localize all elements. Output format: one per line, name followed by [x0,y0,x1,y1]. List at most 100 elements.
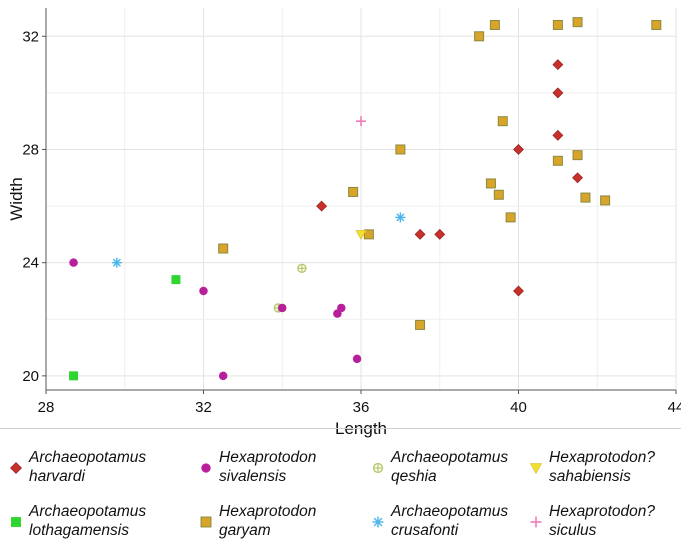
data-point [474,31,485,42]
legend-item: Hexaprotodon? siculus [528,502,681,548]
legend-item: Hexaprotodon? sahabiensis [528,448,681,494]
series-1 [69,275,181,381]
tick-labels: 28 32 36 40 44 20 24 28 32 [22,28,681,416]
data-point [355,230,367,240]
legend-label-line: lothagamensis [29,522,129,539]
legend-label-line: Archaeopotamus [29,449,147,466]
legend-label-line: qeshia [391,468,437,485]
x-tick-label: 28 [38,399,55,416]
data-point [485,178,496,189]
data-point [572,150,583,161]
legend-marker [201,463,211,473]
series-7 [356,116,366,127]
legend-label-line: harvardi [29,468,85,485]
data-point [513,285,524,297]
data-point [69,258,78,267]
data-point [278,303,287,313]
legend-item: Archaeopotamus crusafonti [370,502,535,548]
series-2 [273,263,307,313]
data-point [395,212,406,223]
legend-label: Hexaprotodon sivalensis [219,448,359,486]
data-point [352,354,362,364]
legend-symbol [200,516,212,528]
data-point [111,257,122,268]
series-4 [69,258,362,381]
data-point [552,129,564,141]
legend-marker [529,463,543,475]
data-points [69,17,662,381]
data-point [297,263,307,274]
data-point [218,371,228,381]
y-axis-title: Width [7,177,26,220]
data-point [600,195,611,206]
legend-symbol [530,516,542,528]
legend-label: Archaeopotamus lothagamensis [29,502,169,540]
data-point [552,155,563,166]
legend-marker [11,517,21,527]
legend-label-line: Hexaprotodon? [549,503,655,520]
legend-symbol [372,516,384,528]
legend-label: Archaeopotamus qeshia [391,448,531,486]
legend-label: Hexaprotodon? siculus [549,502,681,540]
data-point [572,172,583,184]
legend-label: Hexaprotodon? sahabiensis [549,448,681,486]
legend-label-line: Archaeopotamus [29,503,147,520]
data-point [552,19,563,30]
legend-item: Hexaprotodon garyam [198,502,363,548]
data-point [505,212,516,223]
legend-symbol [529,463,543,475]
legend-label-line: Hexaprotodon? [549,449,655,466]
grid [45,8,677,390]
legend-label-line: siculus [549,522,597,539]
legend-item: Archaeopotamus qeshia [370,448,535,494]
data-point [218,243,229,254]
data-point [199,286,208,296]
series-6 [355,230,367,240]
data-point [497,116,508,127]
data-point [513,144,524,155]
data-point [356,116,366,127]
series-0 [316,59,583,297]
legend-marker [372,516,384,528]
legend: Archaeopotamus harvardi Hexaprotodon sivale… [8,448,678,548]
x-tick-label: 40 [510,399,527,416]
axes [42,8,677,394]
data-point [69,371,79,381]
legend-marker [10,462,22,474]
legend-marker [530,516,542,528]
data-point [171,275,181,285]
data-point [333,309,342,318]
legend-label-line: Hexaprotodon [219,449,317,466]
legend-label-line: Archaeopotamus [391,449,509,466]
x-tick-label: 36 [353,399,370,416]
data-point [415,319,426,330]
data-point [434,228,446,240]
data-point [316,200,328,212]
legend-label-line: sivalensis [219,468,287,485]
legend-item: Hexaprotodon sivalensis [198,448,363,494]
data-point [395,144,406,155]
legend-label-line: Hexaprotodon [219,503,317,520]
legend-symbol [11,517,21,527]
legend-item: Archaeopotamus lothagamensis [8,502,173,548]
legend-label: Archaeopotamus harvardi [29,448,169,486]
series-5 [111,212,406,268]
legend-label-line: crusafonti [391,522,459,539]
data-point [651,19,662,30]
legend-label-line: garyam [219,522,271,539]
y-tick-label: 20 [22,368,39,385]
y-tick-label: 24 [22,255,39,272]
data-point [552,87,564,99]
data-point [414,228,426,240]
data-point [489,19,500,30]
legend-label-line: sahabiensis [549,468,631,485]
legend-label-line: Archaeopotamus [391,503,509,520]
legend-item: Archaeopotamus harvardi [8,448,173,494]
x-tick-label: 32 [195,399,212,416]
x-tick-label: 44 [668,399,681,416]
legend-symbol [372,462,384,474]
data-point [572,17,583,28]
data-point [493,189,504,200]
y-tick-label: 32 [22,28,39,45]
